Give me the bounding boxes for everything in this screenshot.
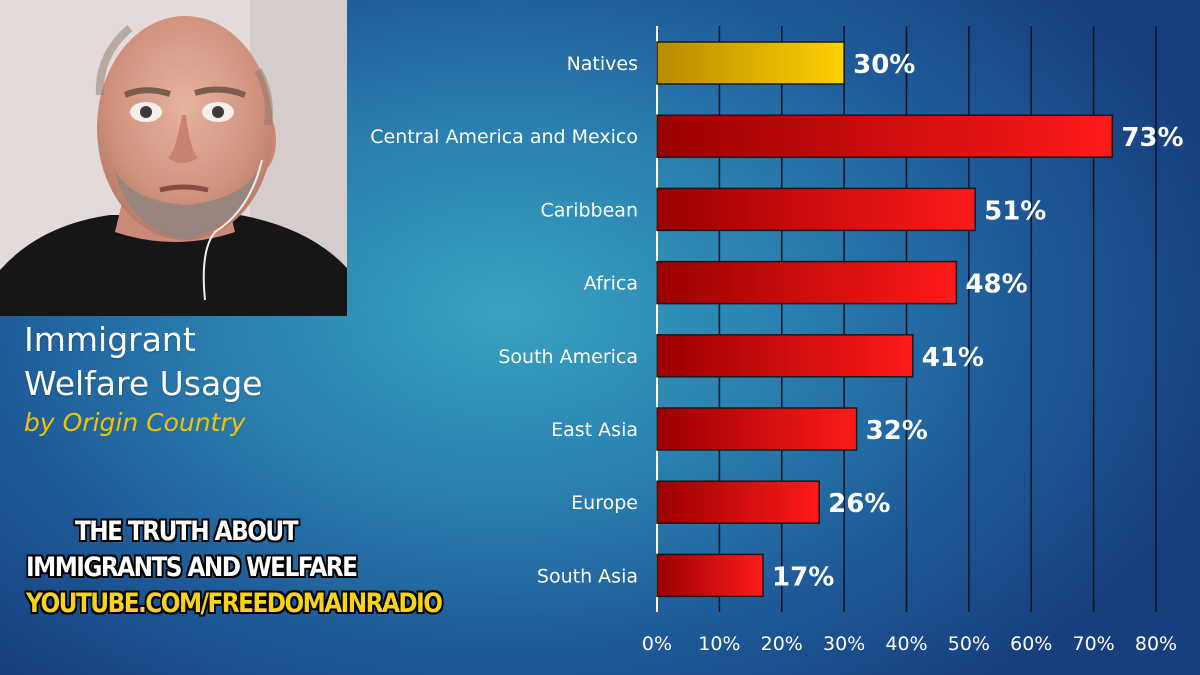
value-label: 17%	[772, 562, 834, 592]
bar	[656, 553, 764, 598]
x-tick-label: 0%	[642, 633, 672, 655]
bar	[656, 334, 914, 378]
x-tick-label: 80%	[1135, 633, 1177, 655]
presenter-figure	[0, 0, 347, 316]
value-label: 26%	[828, 489, 890, 519]
bar	[656, 260, 958, 305]
value-label: 30%	[853, 50, 915, 80]
x-tick-label: 30%	[823, 633, 865, 655]
chart-subtitle: by Origin Country	[24, 408, 246, 437]
bar	[656, 407, 858, 451]
x-tick-label: 70%	[1073, 633, 1115, 655]
labels: 0% 10% 20% 30% 40% 50% 60% 70% 80% Natives 30% Cent…	[370, 50, 1183, 655]
category-label: Caribbean	[541, 199, 639, 221]
value-label: 51%	[984, 196, 1046, 226]
x-tick-label: 60%	[1010, 633, 1052, 655]
bar	[656, 187, 976, 232]
category-label: Natives	[567, 53, 638, 75]
bars	[656, 41, 1114, 598]
x-tick-label: 20%	[761, 633, 803, 655]
banner-line-1: THE TRUTH ABOUT	[74, 516, 299, 547]
value-label: 41%	[922, 343, 984, 373]
x-tick-label: 10%	[698, 633, 740, 655]
category-label: South Asia	[537, 565, 638, 587]
bar	[656, 41, 845, 85]
webcam-video	[0, 0, 347, 316]
x-tick-label: 40%	[885, 633, 927, 655]
value-label: 48%	[965, 270, 1027, 300]
bar	[656, 114, 1114, 158]
bar	[656, 480, 820, 524]
category-label: Africa	[584, 273, 638, 295]
category-label: Central America and Mexico	[370, 126, 638, 148]
gridlines	[656, 26, 1157, 612]
value-label: 73%	[1121, 123, 1183, 153]
chart-title-line-1: Immigrant	[24, 320, 196, 359]
category-label: Europe	[571, 492, 638, 514]
chart-title-block: Immigrant Welfare Usage by Origin Countr…	[24, 318, 344, 440]
category-label: South America	[498, 346, 638, 368]
x-tick-label: 50%	[948, 633, 990, 655]
banner-line-2: IMMIGRANTS AND WELFARE	[26, 552, 358, 583]
value-label: 32%	[866, 416, 928, 446]
category-label: East Asia	[551, 419, 638, 441]
chart-title-line-2: Welfare Usage	[24, 364, 263, 403]
